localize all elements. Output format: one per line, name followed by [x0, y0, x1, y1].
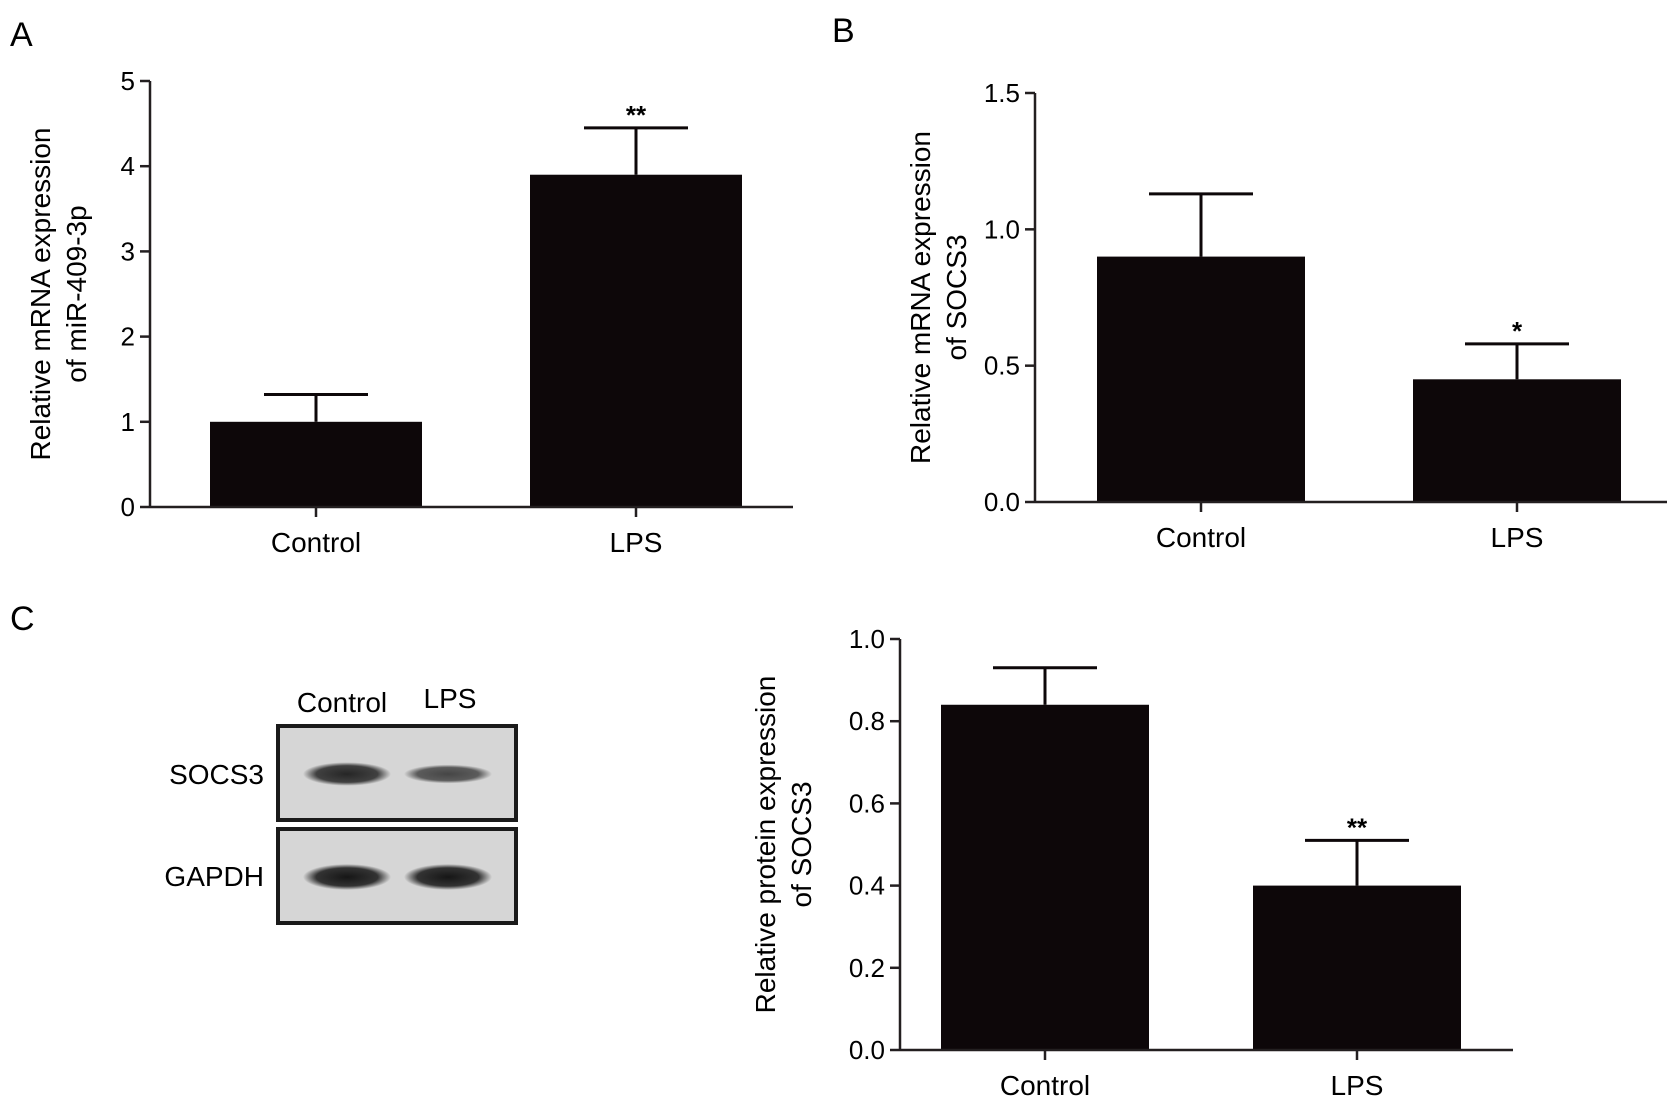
- chart-a-category-label-control: Control: [271, 527, 361, 558]
- chart-a-significance-lps: **: [626, 100, 647, 130]
- chart-c-ylabel-line-2: of SOCS3: [786, 781, 817, 907]
- blot-row-label-gapdh: GAPDH: [164, 861, 264, 892]
- blot-band-socs3-control: [303, 762, 391, 786]
- chart-b-socs3-mrna: * 0.0 0.5 1.0 1.5 Control LPS Relative mRNA exp…: [905, 78, 1667, 553]
- chart-a-bar-control: [210, 421, 422, 507]
- chart-a-ytick-label: 0: [121, 492, 135, 522]
- chart-b-bar-control: [1097, 256, 1305, 502]
- chart-a-ytick-label: 4: [121, 151, 135, 181]
- chart-a-ylabel-line-2: of miR-409-3p: [61, 205, 92, 382]
- chart-c-ytick-label: 0.6: [849, 788, 885, 818]
- chart-b-category-label-lps: LPS: [1491, 522, 1544, 553]
- chart-c-ytick-label: 0.0: [849, 1035, 885, 1065]
- blot-band-gapdh-lps: [404, 864, 492, 890]
- blot-row-label-socs3: SOCS3: [169, 759, 264, 790]
- chart-c-ylabel-line-1: Relative protein expression: [750, 676, 781, 1014]
- chart-c-bar-lps: [1253, 885, 1461, 1050]
- chart-a-ytick-label: 3: [121, 236, 135, 266]
- chart-b-ylabel-line-1: Relative mRNA expression: [905, 131, 936, 464]
- chart-c-bar-control: [941, 704, 1149, 1050]
- chart-b-ytick-label: 0.0: [984, 487, 1020, 517]
- chart-b-ylabel-line-2: of SOCS3: [941, 234, 972, 360]
- chart-a-mir409: ** 0 1 2 3 4 5 Control LPS Relative mRNA expressi…: [25, 66, 793, 558]
- chart-a-ytick-label: 5: [121, 66, 135, 96]
- chart-a-ytick-label: 1: [121, 407, 135, 437]
- chart-c-socs3-protein: ** 0.0 0.2 0.4 0.6 0.8 1.0 Control LPS Relative p…: [750, 624, 1513, 1101]
- chart-b-ytick-label: 1.5: [984, 78, 1020, 108]
- chart-b-ytick-label: 1.0: [984, 214, 1020, 244]
- chart-a-category-label-lps: LPS: [610, 527, 663, 558]
- chart-b-bar-lps: [1413, 379, 1621, 502]
- chart-c-ytick-label: 0.8: [849, 706, 885, 736]
- chart-c-ytick-label: 1.0: [849, 624, 885, 654]
- blot-bands: [303, 762, 492, 890]
- blot-band-socs3-lps: [404, 764, 492, 784]
- chart-c-category-label-control: Control: [1000, 1070, 1090, 1101]
- chart-c-ytick-label: 0.4: [849, 871, 885, 901]
- blot-lane-label-control: Control: [297, 687, 387, 718]
- western-blot: Control LPS SOCS3 GAPDH: [164, 683, 518, 925]
- panel-letter-a: A: [10, 16, 33, 54]
- panel-letter-c: C: [10, 600, 35, 638]
- chart-a-bar-lps: [530, 174, 742, 507]
- chart-a-ytick-label: 2: [121, 322, 135, 352]
- chart-b-category-label-control: Control: [1156, 522, 1246, 553]
- blot-band-gapdh-control: [303, 864, 391, 890]
- panel-letter-b: B: [832, 12, 855, 50]
- chart-b-significance-lps: *: [1512, 316, 1523, 346]
- blot-lane-label-lps: LPS: [424, 683, 477, 714]
- chart-c-significance-lps: **: [1347, 812, 1368, 842]
- chart-b-ytick-label: 0.5: [984, 351, 1020, 381]
- chart-c-category-label-lps: LPS: [1331, 1070, 1384, 1101]
- chart-a-ylabel-line-1: Relative mRNA expression: [25, 127, 56, 460]
- chart-c-ytick-label: 0.2: [849, 953, 885, 983]
